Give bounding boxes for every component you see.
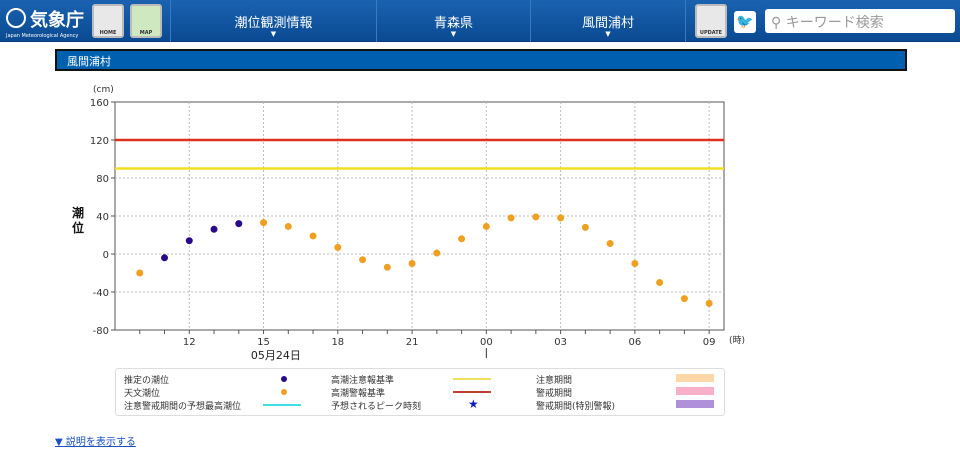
dropdown-icon: ▼ xyxy=(605,30,611,38)
data-point xyxy=(334,243,342,251)
map-label: MAP xyxy=(139,30,153,36)
nav-label: 風間浦村 xyxy=(581,16,634,31)
date-label: 05月24日 xyxy=(251,349,301,362)
logo-subtext: Japan Meteorological Agency xyxy=(6,33,79,39)
data-point xyxy=(532,213,540,221)
legend-line xyxy=(263,404,301,406)
data-point xyxy=(656,279,664,286)
home-button[interactable]: HOME xyxy=(92,4,124,38)
update-label: UPDATE xyxy=(699,30,723,36)
data-point xyxy=(210,225,218,233)
y-tick-label: 40 xyxy=(96,212,109,223)
x-tick-label: 00 xyxy=(480,337,493,348)
y-tick-label: 80 xyxy=(96,174,109,185)
data-point xyxy=(284,222,292,230)
y-axis-label: 潮位 xyxy=(72,205,84,235)
x-tick-label: 21 xyxy=(406,337,419,348)
update-button[interactable]: UPDATE xyxy=(695,4,727,38)
dropdown-icon: ▼ xyxy=(450,30,457,38)
data-point xyxy=(631,260,639,267)
data-point xyxy=(235,220,243,228)
legend-label: 注意警戒期間の予想最高潮位 xyxy=(124,402,242,412)
nav-prefecture[interactable]: 青森県 ▼ xyxy=(376,0,530,42)
legend-swatch xyxy=(676,400,714,408)
legend-label: 警戒期間 xyxy=(536,389,573,399)
legend: 推定の潮位天文潮位注意警戒期間の予想最高潮位 高潮注意報基準 高潮警報基準予想される… xyxy=(115,368,725,416)
data-point xyxy=(705,299,713,307)
nav-station[interactable]: 風間浦村 ▼ xyxy=(530,0,686,42)
data-point xyxy=(557,214,565,222)
twitter-icon[interactable]: 🐦 xyxy=(734,11,756,33)
y-tick-label: 160 xyxy=(90,98,109,109)
jma-logo-icon xyxy=(6,8,26,28)
map-button[interactable]: MAP xyxy=(130,4,162,38)
legend-dot-icon xyxy=(281,376,287,382)
data-point xyxy=(458,235,466,243)
x-tick-label: 06 xyxy=(629,337,642,348)
y-tick-label: -80 xyxy=(93,326,109,337)
legend-swatch xyxy=(676,374,714,382)
nav-tide-info[interactable]: 潮位観測情報 ▼ xyxy=(170,0,376,42)
nav-label: 潮位観測情報 xyxy=(234,16,313,31)
search-placeholder: キーワード検索 xyxy=(785,15,884,31)
data-point xyxy=(680,295,688,303)
header: 気象庁 Japan Meteorological Agency HOME MAP… xyxy=(0,0,960,42)
show-explanation-link[interactable]: ▼ 説明を表示する xyxy=(55,437,136,448)
legend-line xyxy=(453,378,491,380)
x-tick-label: 12 xyxy=(183,337,196,348)
x-tick-label: 18 xyxy=(331,337,344,348)
y-tick-label: 120 xyxy=(90,136,109,147)
data-point xyxy=(136,269,144,277)
data-point xyxy=(433,249,441,257)
data-point xyxy=(507,214,515,222)
legend-label: 注意期間 xyxy=(536,376,573,386)
data-point xyxy=(606,240,614,248)
legend-label: 推定の潮位 xyxy=(124,376,170,386)
legend-dot-icon xyxy=(281,389,287,395)
legend-swatch xyxy=(676,387,714,395)
data-point xyxy=(482,222,490,230)
data-point xyxy=(383,263,391,271)
legend-label: 警戒期間(特別警報) xyxy=(536,402,616,412)
nav-label: 青森県 xyxy=(433,16,473,31)
dropdown-icon: ▼ xyxy=(270,30,277,38)
page-title: 風間浦村 xyxy=(55,49,907,71)
data-point xyxy=(408,260,416,267)
home-label: HOME xyxy=(99,30,117,36)
search-input[interactable]: ⚲ キーワード検索 xyxy=(765,9,955,33)
x-tick-label: 09 xyxy=(703,337,716,348)
y-unit: (cm) xyxy=(93,85,114,95)
legend-label: 高潮警報基準 xyxy=(331,389,386,399)
data-point xyxy=(309,232,317,240)
y-tick-label: 0 xyxy=(103,250,109,261)
x-unit: (時) xyxy=(729,335,745,346)
data-point xyxy=(581,223,589,231)
y-tick-label: -40 xyxy=(93,288,109,299)
search-icon: ⚲ xyxy=(771,15,782,31)
legend-label: 高潮注意報基準 xyxy=(331,376,395,386)
logo-text: 気象庁 xyxy=(30,10,84,31)
data-point xyxy=(260,219,268,227)
star-icon: ★ xyxy=(468,397,479,411)
x-tick-label: 15 xyxy=(257,337,270,348)
station-title: 風間浦村 xyxy=(67,55,111,68)
legend-label: 予想されるピーク時刻 xyxy=(331,402,422,412)
data-point xyxy=(185,237,193,245)
legend-line xyxy=(453,391,491,393)
data-point xyxy=(359,256,367,264)
legend-label: 天文潮位 xyxy=(124,389,161,399)
x-tick-label: 03 xyxy=(554,337,567,348)
data-point xyxy=(161,254,169,262)
